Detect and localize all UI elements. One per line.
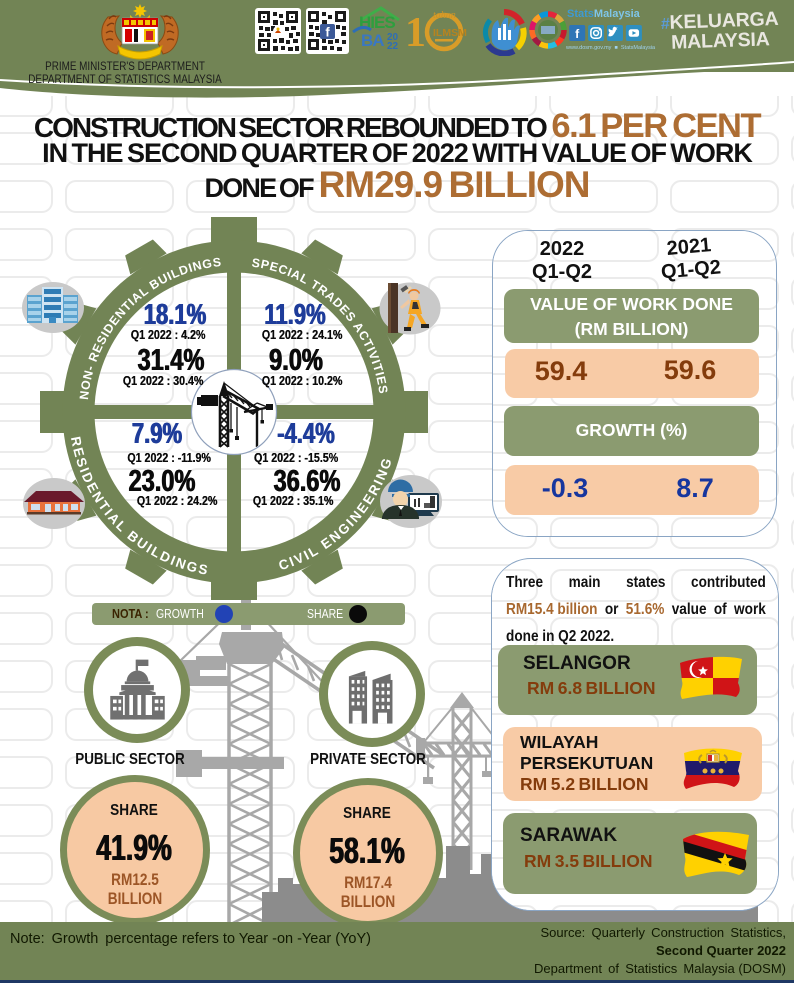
svg-text:f: f [575,27,580,41]
svg-text:HIES: HIES [359,13,395,32]
svg-text:BA: BA [361,31,384,50]
svg-text:ILMSM: ILMSM [433,27,467,39]
svg-text:tahun: tahun [433,10,456,21]
svg-text:1: 1 [405,10,426,54]
svg-text:f: f [325,25,330,40]
svg-text:20: 20 [387,32,399,43]
svg-text:22: 22 [387,41,399,52]
